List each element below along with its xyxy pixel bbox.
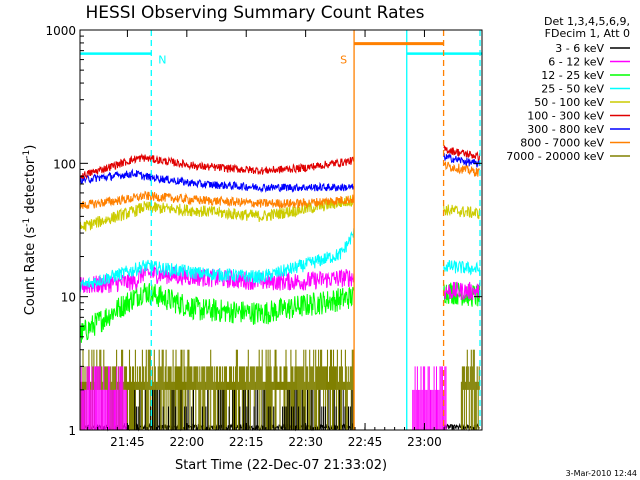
- footer-date: 3-Mar-2010 12:44: [566, 469, 637, 478]
- legend-header: Det 1,3,4,5,6,9,: [544, 15, 630, 28]
- series-300-800-kev: [79, 152, 481, 194]
- series-50-100-kev: [79, 195, 481, 232]
- legend-entry: 7000 - 20000 keV: [506, 150, 604, 163]
- y-tick-label: 1: [68, 424, 76, 438]
- series-7000-20000-kev: [79, 349, 480, 430]
- annotation-n: N: [158, 54, 166, 67]
- x-axis-label: Start Time (22-Dec-07 21:33:02): [175, 458, 387, 473]
- y-axis-label: Count Rate (s-1 detector-1): [22, 145, 38, 316]
- legend-entry: 50 - 100 keV: [534, 96, 604, 109]
- legend-entry: 6 - 12 keV: [548, 56, 604, 69]
- legend-entry: 800 - 7000 keV: [520, 137, 604, 150]
- x-tick-label: 21:45: [110, 435, 145, 449]
- x-tick-label: 22:15: [229, 435, 264, 449]
- y-tick-label: 100: [53, 157, 76, 171]
- legend-entry: 300 - 800 keV: [527, 123, 604, 136]
- series-100-300-kev: [79, 145, 481, 180]
- legend-entry: 25 - 50 keV: [541, 83, 604, 96]
- x-tick-label: 23:00: [407, 435, 442, 449]
- annotation-s: S: [340, 54, 347, 67]
- series-3-6-kev-spikes: [134, 389, 353, 430]
- x-tick-label: 22:30: [288, 435, 323, 449]
- legend: Det 1,3,4,5,6,9,FDecim 1, Att 0 3 - 6 keV…: [506, 15, 630, 163]
- plot-frame: [79, 29, 483, 431]
- x-tick-label: 22:00: [170, 435, 205, 449]
- x-tick-label: 22:45: [348, 435, 383, 449]
- legend-header: FDecim 1, Att 0: [545, 27, 630, 40]
- series-25-50-kev: [79, 228, 481, 293]
- chart-title: HESSI Observing Summary Count Rates: [85, 3, 424, 23]
- legend-entry: 3 - 6 keV: [555, 42, 604, 55]
- series-800-7000-kev: [79, 161, 480, 210]
- y-tick-label: 10: [61, 291, 76, 305]
- legend-entry: 12 - 25 keV: [541, 69, 604, 82]
- legend-entry: 100 - 300 keV: [527, 110, 604, 123]
- y-tick-label: 1000: [45, 24, 76, 38]
